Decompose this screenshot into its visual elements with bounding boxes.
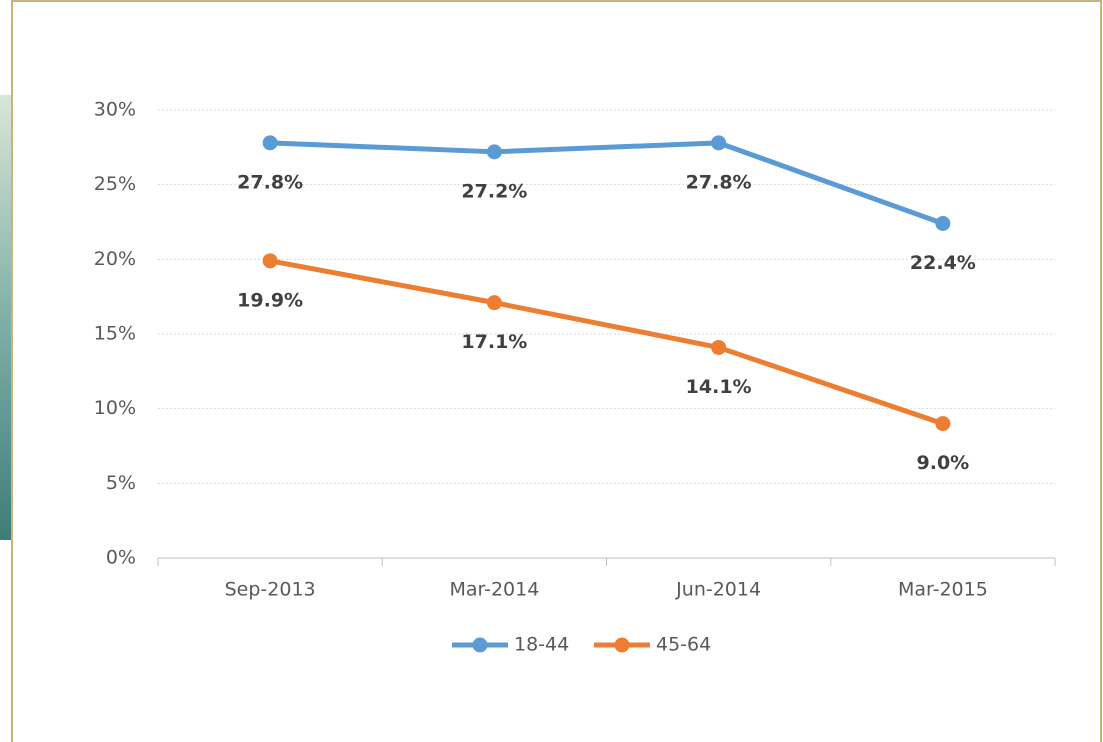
y-tick-label: 10% [94,397,136,419]
data-label: 27.8% [237,171,303,193]
data-label: 19.9% [237,289,303,311]
side-strip [0,95,12,540]
y-tick-label: 0% [106,547,136,569]
data-point [935,215,951,231]
data-point [711,135,727,151]
frame [11,0,1102,742]
data-label: 27.8% [686,171,752,193]
series-line [270,140,944,226]
x-tick-label: Mar-2014 [449,579,539,601]
data-point [262,253,278,269]
data-point [486,144,502,160]
data-label: 22.4% [910,252,976,274]
data-point [935,416,951,432]
data-label: 17.1% [461,331,527,353]
data-point [711,339,727,355]
y-tick-label: 25% [94,173,136,195]
y-tick-label: 5% [106,472,136,494]
x-tick-label: Jun-2014 [675,579,761,601]
legend-marker [472,637,488,653]
x-tick-label: Sep-2013 [225,579,316,601]
y-tick-label: 20% [94,248,136,270]
data-label: 27.2% [461,180,527,202]
data-point [262,135,278,151]
legend-label: 18-44 [514,634,569,656]
x-tick-label: Mar-2015 [898,579,988,601]
legend-label: 45-64 [656,634,711,656]
y-tick-label: 15% [94,323,136,345]
data-point [486,295,502,311]
series-line [269,258,944,426]
legend-marker [614,637,630,653]
data-label: 14.1% [686,376,752,398]
y-tick-label: 30% [94,99,136,121]
data-label: 9.0% [917,452,970,474]
